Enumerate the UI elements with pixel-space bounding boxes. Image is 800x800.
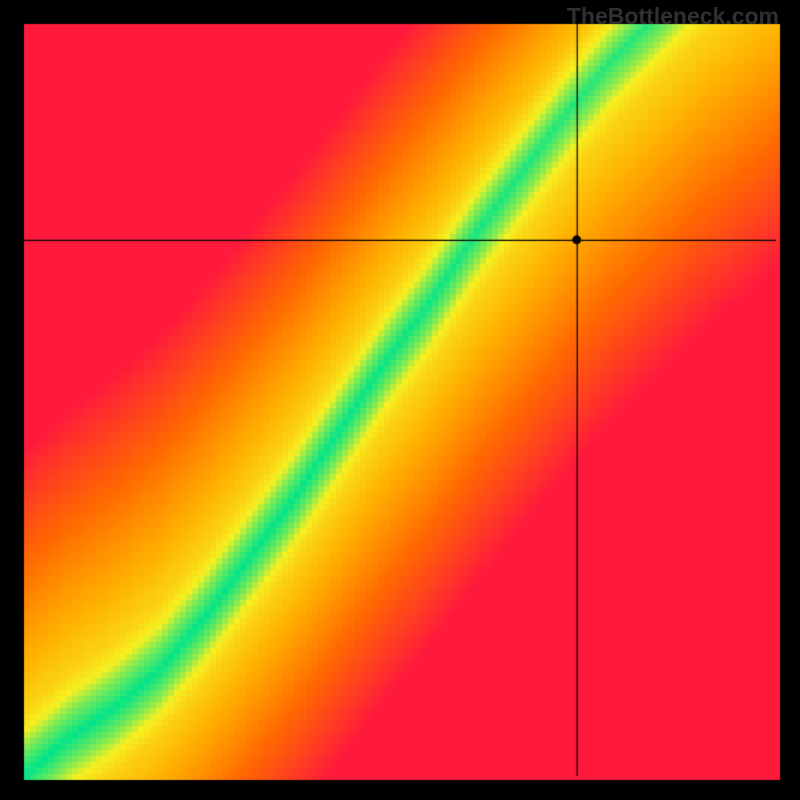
watermark-text: TheBottleneck.com [567,3,779,30]
bottleneck-heatmap [0,0,800,800]
chart-container: TheBottleneck.com [0,0,800,800]
